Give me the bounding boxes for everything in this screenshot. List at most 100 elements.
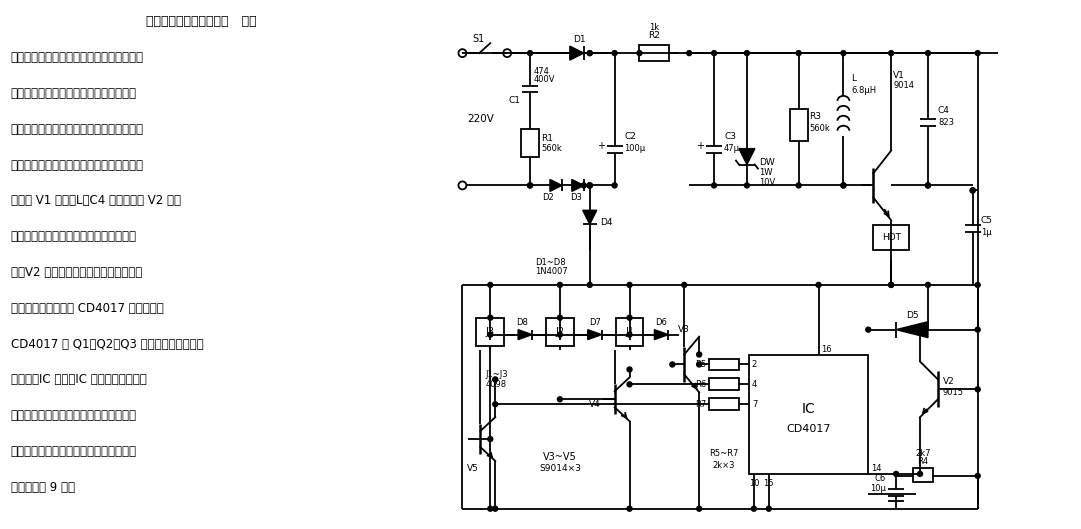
Circle shape xyxy=(975,327,980,332)
Circle shape xyxy=(918,471,922,477)
Text: 4: 4 xyxy=(752,380,757,389)
Circle shape xyxy=(488,282,493,287)
Bar xyxy=(709,378,739,390)
Text: 474: 474 xyxy=(534,67,550,76)
Circle shape xyxy=(612,51,617,56)
Text: 9015: 9015 xyxy=(943,388,964,397)
Text: R2: R2 xyxy=(649,31,660,40)
Text: 1W: 1W xyxy=(759,168,772,177)
Circle shape xyxy=(587,282,592,287)
Circle shape xyxy=(711,183,717,188)
Circle shape xyxy=(925,183,931,188)
Text: R3: R3 xyxy=(810,112,822,121)
Text: 10V: 10V xyxy=(759,178,775,187)
Circle shape xyxy=(528,183,533,188)
Text: +: + xyxy=(696,141,704,151)
Bar xyxy=(477,318,504,345)
Text: R1: R1 xyxy=(540,134,553,143)
Text: 7: 7 xyxy=(752,400,758,409)
Circle shape xyxy=(627,506,632,511)
Circle shape xyxy=(711,51,717,56)
Polygon shape xyxy=(518,330,532,340)
Text: HDT: HDT xyxy=(882,233,900,242)
Text: L: L xyxy=(852,75,856,84)
Text: J3: J3 xyxy=(485,326,495,336)
Circle shape xyxy=(918,327,922,332)
Text: IC: IC xyxy=(802,402,815,416)
Circle shape xyxy=(670,362,675,367)
Polygon shape xyxy=(570,46,584,60)
Circle shape xyxy=(889,51,894,56)
Polygon shape xyxy=(572,179,584,191)
Polygon shape xyxy=(583,211,597,224)
Text: 6.8μH: 6.8μH xyxy=(852,86,877,95)
Circle shape xyxy=(493,506,497,511)
Text: 560k: 560k xyxy=(540,144,562,153)
Circle shape xyxy=(587,51,592,56)
Circle shape xyxy=(558,282,562,287)
Circle shape xyxy=(582,183,586,188)
Text: 器、V2 集电极就输出一个正脉冲触发信: 器、V2 集电极就输出一个正脉冲触发信 xyxy=(11,266,142,279)
Circle shape xyxy=(612,183,617,188)
Text: 电风扇实现遥控开关、调速，也可实现对其: 电风扇实现遥控开关、调速，也可实现对其 xyxy=(11,51,144,64)
Text: 2k×3: 2k×3 xyxy=(712,461,735,470)
Text: D6: D6 xyxy=(655,318,667,327)
Text: V3~V5: V3~V5 xyxy=(543,452,577,462)
Circle shape xyxy=(696,506,702,511)
Text: D1~D8: D1~D8 xyxy=(535,258,565,267)
Bar xyxy=(521,129,539,157)
Circle shape xyxy=(975,282,980,287)
Circle shape xyxy=(975,387,980,392)
Text: DW: DW xyxy=(759,158,775,167)
Text: S1: S1 xyxy=(472,34,484,44)
Circle shape xyxy=(841,183,846,188)
Circle shape xyxy=(587,183,592,188)
Text: J1: J1 xyxy=(625,326,635,336)
Circle shape xyxy=(488,332,493,337)
Text: V5: V5 xyxy=(466,464,478,473)
Text: J2: J2 xyxy=(556,326,564,336)
Circle shape xyxy=(841,183,846,188)
Text: J1~J3: J1~J3 xyxy=(485,370,508,379)
Text: C1: C1 xyxy=(508,96,520,105)
Circle shape xyxy=(925,183,931,188)
Circle shape xyxy=(558,332,562,337)
Circle shape xyxy=(493,377,497,382)
Polygon shape xyxy=(896,322,927,338)
Circle shape xyxy=(841,51,846,56)
Bar xyxy=(640,45,669,61)
Text: D1: D1 xyxy=(573,35,586,44)
Text: 100μ: 100μ xyxy=(625,144,645,153)
Text: 到来时，IC 清零。IC 控制三极管推动继: 到来时，IC 清零。IC 控制三极管推动继 xyxy=(11,373,147,386)
Text: C5: C5 xyxy=(980,216,992,225)
Text: 1μ: 1μ xyxy=(980,227,991,236)
Circle shape xyxy=(751,506,757,511)
Circle shape xyxy=(889,282,894,287)
Circle shape xyxy=(488,315,493,320)
Text: 源，经久耑用。压电蜂鸣器收到的亚超声波: 源，经久耑用。压电蜂鸣器收到的亚超声波 xyxy=(11,159,144,171)
Circle shape xyxy=(558,397,562,402)
Text: 220V: 220V xyxy=(467,114,494,124)
Text: 2k7: 2k7 xyxy=(916,450,931,459)
Circle shape xyxy=(696,362,702,367)
Circle shape xyxy=(745,51,749,56)
Text: V4: V4 xyxy=(589,400,601,409)
Text: 信号经 V1 放大，L、C4 选频，再经 V2 放大: 信号经 V1 放大，L、C4 选频，再经 V2 放大 xyxy=(11,194,181,207)
Text: V3: V3 xyxy=(678,325,690,334)
Text: 亚超声波电扇调速遥控器   可对: 亚超声波电扇调速遥控器 可对 xyxy=(146,15,257,29)
Circle shape xyxy=(925,51,931,56)
Text: R4: R4 xyxy=(918,458,929,467)
Text: 823: 823 xyxy=(938,118,953,127)
Text: C6: C6 xyxy=(875,475,886,484)
Text: D8: D8 xyxy=(516,318,528,327)
Polygon shape xyxy=(550,179,562,191)
Circle shape xyxy=(796,51,801,56)
Text: C3: C3 xyxy=(724,132,736,141)
Text: 2: 2 xyxy=(752,360,757,369)
Circle shape xyxy=(488,436,493,442)
Text: 采用亚超声发射器，无方向性限制，不需电: 采用亚超声发射器，无方向性限制，不需电 xyxy=(11,123,144,136)
Circle shape xyxy=(925,282,931,287)
Text: D3: D3 xyxy=(570,193,582,202)
Circle shape xyxy=(637,51,642,56)
Text: V2: V2 xyxy=(943,377,955,386)
